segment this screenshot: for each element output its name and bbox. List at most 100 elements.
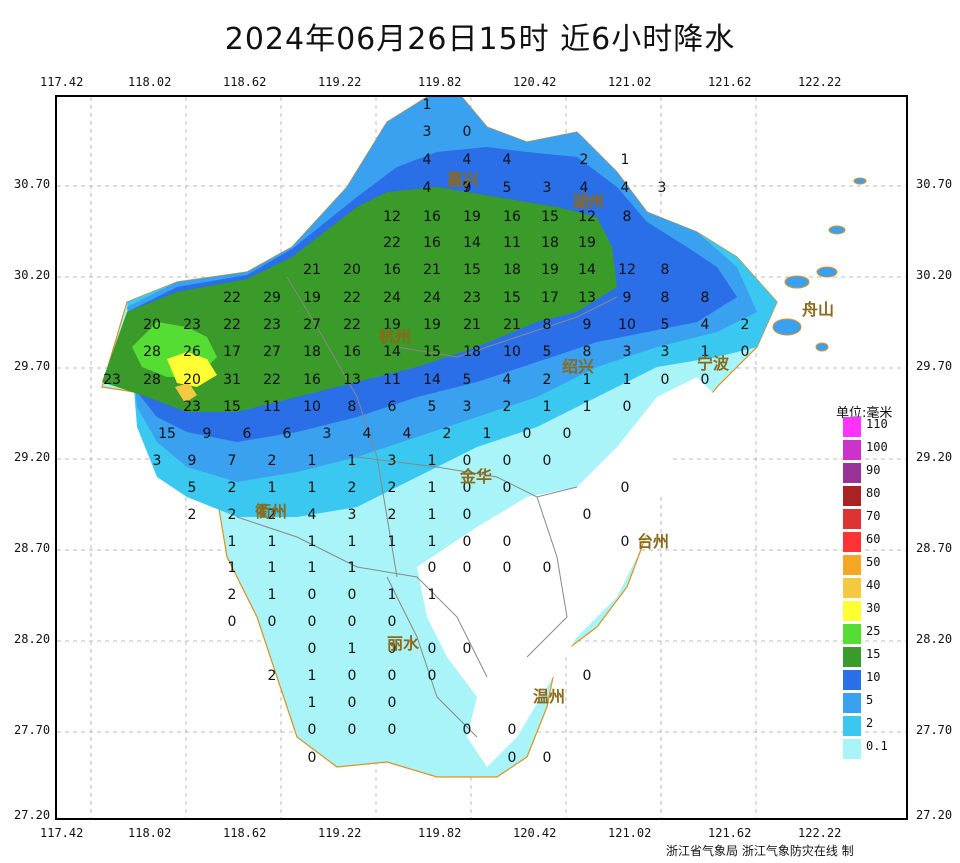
- station-value: 2: [543, 372, 552, 388]
- station-value: 2: [268, 668, 277, 684]
- y-tick-right: 27.20: [916, 808, 953, 822]
- station-value: 0: [348, 587, 357, 603]
- y-tick-left: 28.20: [14, 632, 51, 646]
- station-value: 19: [423, 317, 441, 333]
- station-value: 12: [618, 262, 636, 278]
- city-label: 温州: [532, 687, 565, 706]
- station-value: 0: [388, 641, 397, 657]
- y-tick-right: 27.70: [916, 723, 953, 737]
- station-value: 0: [543, 560, 552, 576]
- station-value: 1: [428, 587, 437, 603]
- station-value: 0: [503, 453, 512, 469]
- x-tick-bottom: 118.62: [223, 826, 267, 840]
- station-value: 14: [383, 344, 401, 360]
- y-tick-left: 30.70: [14, 177, 51, 191]
- station-value: 2: [580, 152, 589, 168]
- station-value: 19: [463, 209, 481, 225]
- y-tick-right: 30.20: [916, 268, 953, 282]
- station-value: 24: [423, 290, 441, 306]
- station-value: 3: [658, 180, 667, 196]
- station-value: 8: [623, 209, 632, 225]
- station-value: 18: [541, 235, 559, 251]
- station-value: 9: [188, 453, 197, 469]
- station-value: 12: [578, 209, 596, 225]
- station-value: 1: [543, 399, 552, 415]
- station-value: 4: [463, 152, 472, 168]
- station-value: 0: [388, 695, 397, 711]
- station-value: 2: [443, 426, 452, 442]
- station-value: 0: [348, 668, 357, 684]
- station-value: 2: [268, 453, 277, 469]
- station-value: 10: [618, 317, 636, 333]
- x-tick-top: 118.02: [128, 75, 172, 89]
- station-value: 0: [463, 722, 472, 738]
- station-value: 2: [388, 507, 397, 523]
- y-tick-left: 28.70: [14, 541, 51, 555]
- station-value: 1: [621, 152, 630, 168]
- station-value: 14: [578, 262, 596, 278]
- station-value: 10: [503, 344, 521, 360]
- x-tick-top: 121.02: [608, 75, 652, 89]
- legend-label: 30: [866, 601, 881, 615]
- station-value: 8: [543, 317, 552, 333]
- legend-swatch: [843, 670, 861, 690]
- station-value: 2: [388, 480, 397, 496]
- legend-label: 2: [866, 716, 874, 730]
- station-value: 22: [343, 290, 361, 306]
- station-value: 1: [583, 399, 592, 415]
- x-tick-bottom: 120.42: [513, 826, 557, 840]
- station-value: 0: [308, 750, 317, 766]
- station-value: 13: [578, 290, 596, 306]
- station-value: 4: [503, 152, 512, 168]
- station-value: 0: [508, 722, 517, 738]
- station-value: 1: [268, 587, 277, 603]
- station-value: 0: [543, 750, 552, 766]
- legend-label: 60: [866, 532, 881, 546]
- station-value: 1: [428, 507, 437, 523]
- station-value: 21: [303, 262, 321, 278]
- x-tick-bottom: 118.02: [128, 826, 172, 840]
- station-value: 1: [228, 534, 237, 550]
- legend-label: 100: [866, 440, 888, 454]
- station-value: 16: [343, 344, 361, 360]
- station-value: 1: [348, 560, 357, 576]
- station-value: 8: [701, 290, 710, 306]
- station-value: 4: [580, 180, 589, 196]
- station-value: 3: [153, 453, 162, 469]
- station-value: 0: [308, 587, 317, 603]
- station-value: 17: [223, 344, 241, 360]
- legend-swatch: [843, 647, 861, 667]
- station-value: 1: [428, 480, 437, 496]
- city-label: 丽水: [387, 634, 420, 653]
- station-value: 3: [661, 344, 670, 360]
- legend-label: 10: [866, 670, 881, 684]
- station-value: 22: [263, 372, 281, 388]
- station-value: 4: [403, 426, 412, 442]
- map-frame: 1 3 0 4 4 4 2 1 4 9 7 5 3 4 4 3 12 16 19 16 15 12 8 22 16 14 11 18 1…: [55, 95, 908, 820]
- legend-label: 5: [866, 693, 874, 707]
- legend-label: 70: [866, 509, 881, 523]
- station-value: 2: [741, 317, 750, 333]
- prefecture-boundaries: [236, 276, 618, 738]
- x-tick-bottom: 122.22: [798, 826, 842, 840]
- station-value: 1: [583, 372, 592, 388]
- station-value: 11: [503, 235, 521, 251]
- x-tick-bottom: 117.42: [40, 826, 84, 840]
- station-value: 4: [503, 372, 512, 388]
- y-tick-right: 29.70: [916, 359, 953, 373]
- station-value: 12: [383, 209, 401, 225]
- station-value: 1: [308, 695, 317, 711]
- station-value: 23: [103, 372, 121, 388]
- x-tick-top: 120.42: [513, 75, 557, 89]
- station-value: 7: [228, 453, 237, 469]
- legend-swatch: [843, 739, 861, 759]
- station-value: 8: [661, 290, 670, 306]
- station-value: 5: [661, 317, 670, 333]
- y-tick-left: 29.70: [14, 359, 51, 373]
- station-value: 5: [543, 344, 552, 360]
- station-value: 0: [348, 722, 357, 738]
- legend-swatch: [843, 555, 861, 575]
- city-label: 衢州: [255, 502, 287, 521]
- station-value: 21: [423, 262, 441, 278]
- station-value: 1: [308, 534, 317, 550]
